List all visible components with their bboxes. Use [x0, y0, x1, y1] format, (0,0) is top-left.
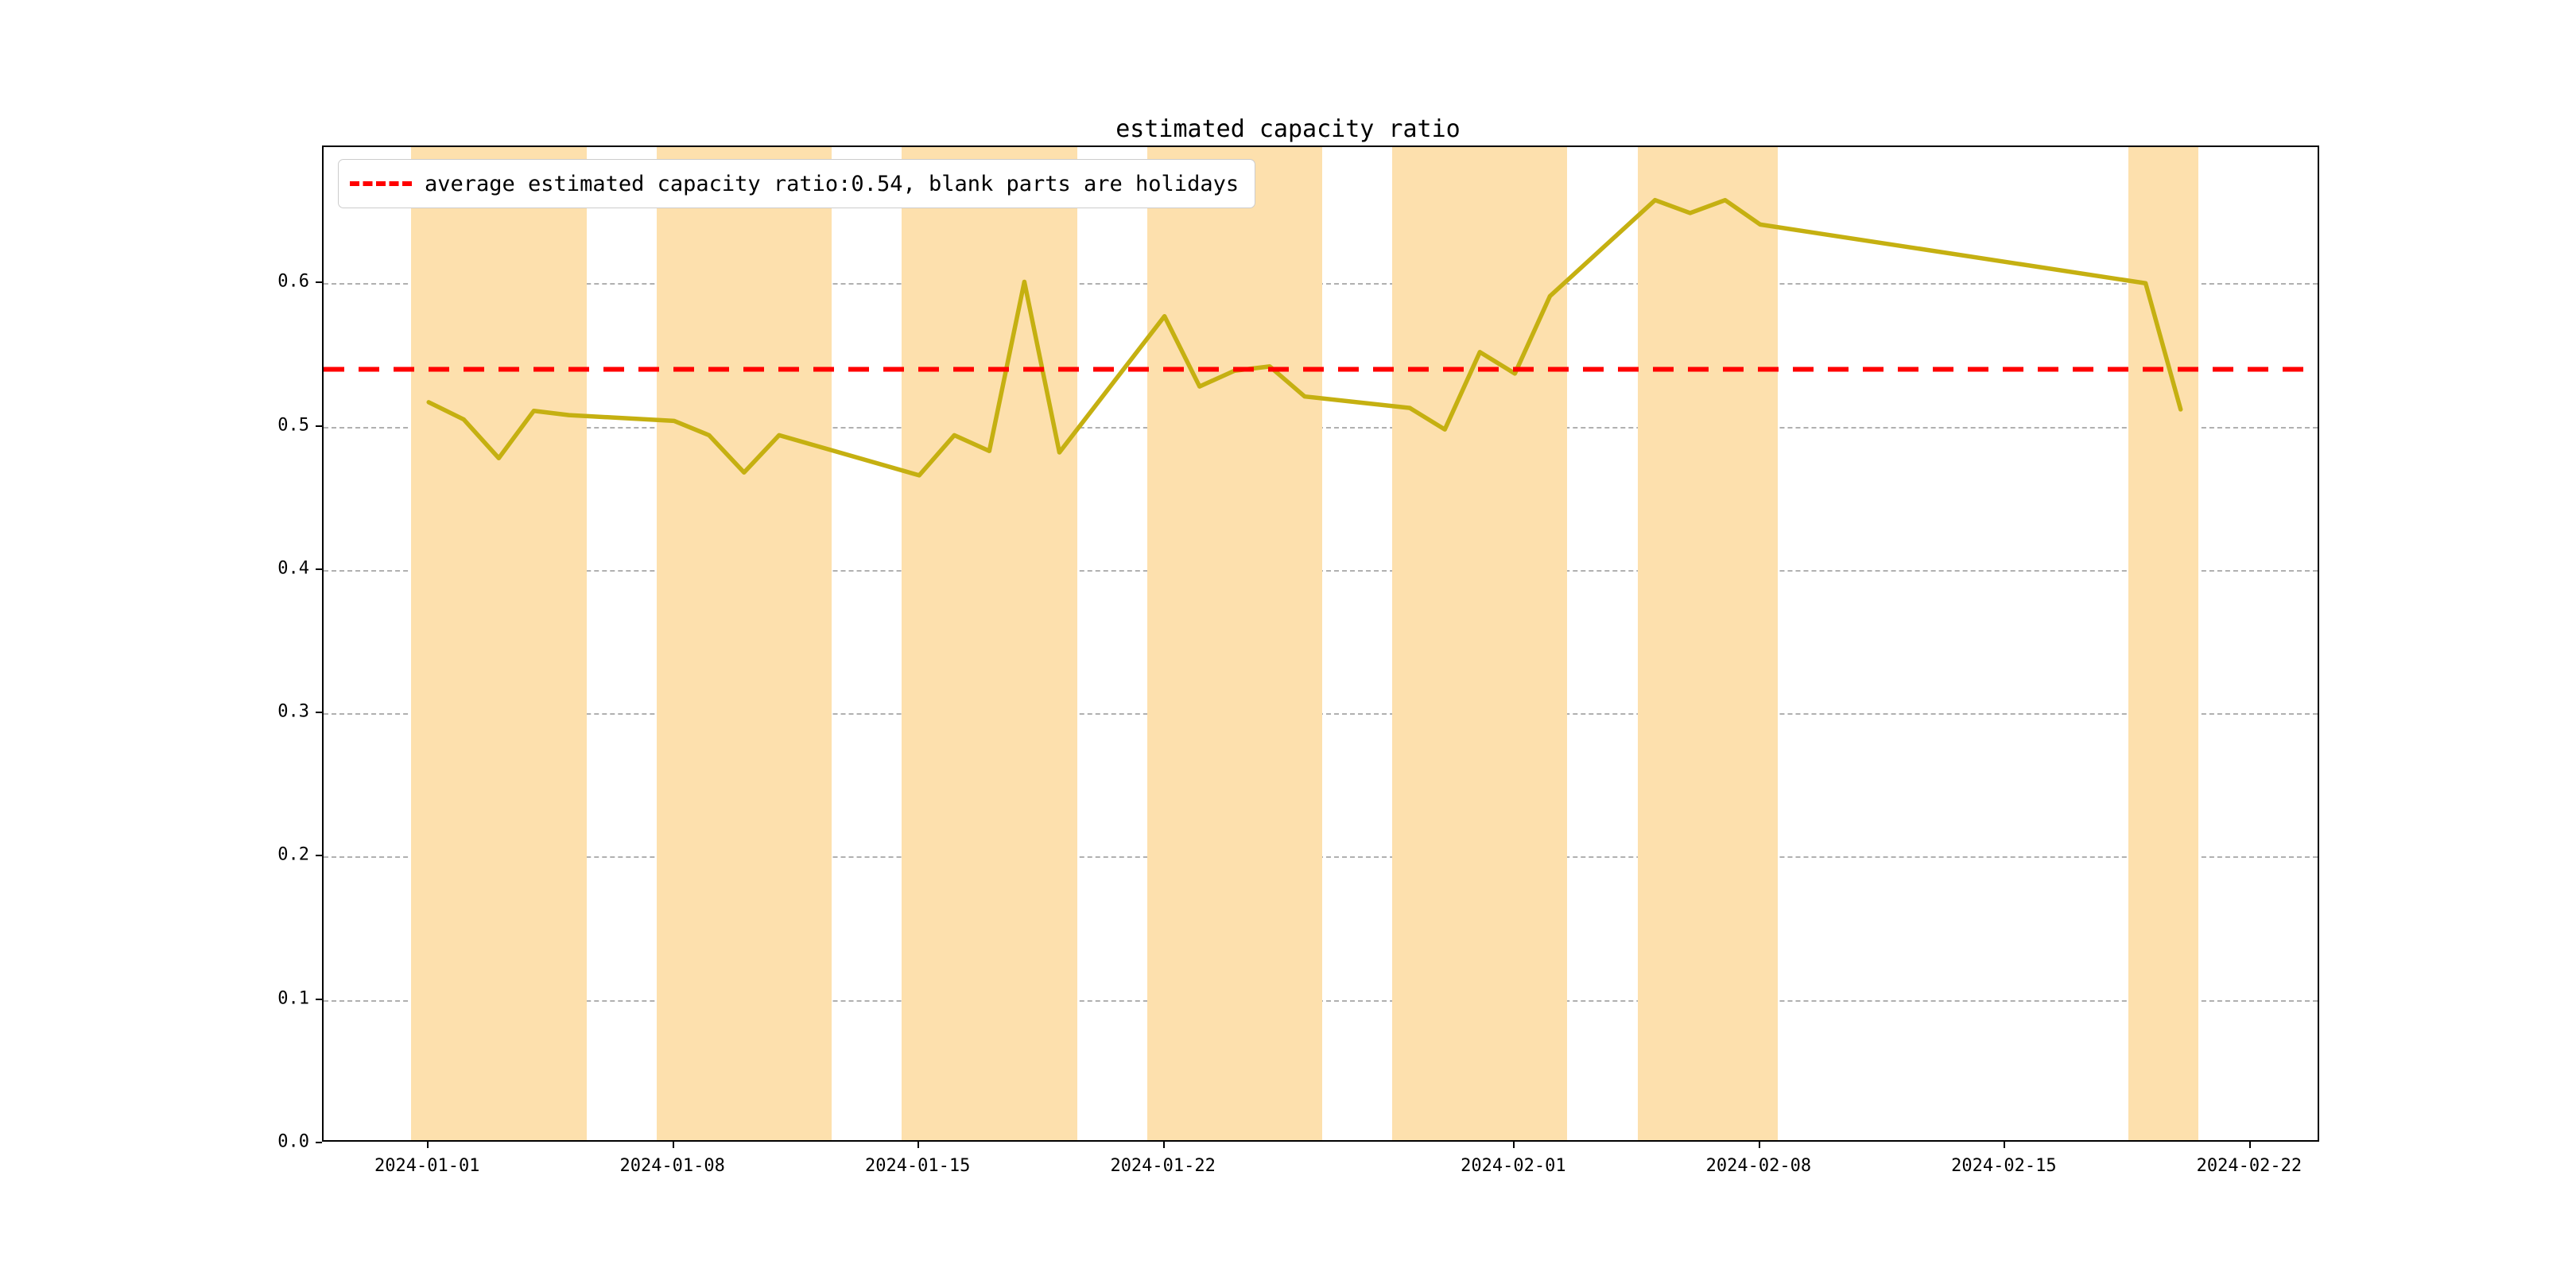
y-tick-mark: [316, 1142, 322, 1143]
x-tick-mark: [1162, 1142, 1165, 1148]
y-tick-mark: [316, 281, 322, 284]
legend-label: average estimated capacity ratio:0.54, b…: [425, 171, 1240, 196]
day-value-bar: [1146, 312, 1182, 1140]
day-value-bar: [972, 448, 1007, 1140]
x-tick-mark: [427, 1142, 429, 1148]
x-tick-mark: [1513, 1142, 1515, 1148]
day-value-bar: [1707, 196, 1743, 1140]
y-tick-label: 0.0: [277, 1131, 309, 1152]
y-tick-label: 0.2: [277, 844, 309, 865]
day-value-bar: [691, 432, 727, 1140]
x-tick-label: 2024-01-15: [864, 1156, 971, 1176]
day-value-bar: [726, 469, 762, 1140]
chart-title: estimated capacity ratio: [1115, 115, 1461, 143]
x-tick-label: 2024-02-22: [2196, 1156, 2302, 1176]
y-tick-label: 0.6: [277, 271, 309, 292]
legend-dashed-line-icon: [350, 181, 412, 186]
day-value-bar: [1532, 293, 1568, 1140]
x-tick-label: 2024-02-01: [1461, 1156, 1566, 1176]
x-tick-label: 2024-01-22: [1110, 1156, 1216, 1176]
legend-box: average estimated capacity ratio:0.54, b…: [338, 159, 1256, 208]
day-value-bar: [1497, 370, 1533, 1140]
day-value-bar: [1286, 393, 1322, 1140]
x-tick-label: 2024-02-08: [1705, 1156, 1812, 1176]
day-value-bar: [1392, 405, 1428, 1140]
x-tick-mark: [672, 1142, 674, 1148]
capacity-ratio-line: [426, 197, 2183, 478]
day-value-bar: [2163, 405, 2198, 1140]
day-value-bar: [551, 412, 587, 1140]
day-value-bar: [516, 407, 552, 1140]
y-tick-mark: [316, 855, 322, 857]
day-value-bar: [796, 442, 832, 1140]
x-tick-mark: [1758, 1142, 1760, 1148]
y-tick-mark: [316, 998, 322, 1000]
day-value-bar: [1427, 426, 1463, 1140]
day-value-bar: [1181, 383, 1217, 1140]
day-value-bar: [1637, 196, 1673, 1140]
day-value-bar: [446, 416, 482, 1140]
x-tick-label: 2024-01-08: [619, 1156, 725, 1176]
average-line: [324, 367, 2318, 372]
y-tick-mark: [316, 425, 322, 427]
x-tick-label: 2024-02-15: [1951, 1156, 2057, 1176]
day-value-bar: [902, 471, 937, 1140]
day-value-bar: [481, 455, 517, 1140]
y-tick-label: 0.5: [277, 415, 309, 436]
day-value-bar: [1007, 278, 1042, 1140]
y-tick-label: 0.4: [277, 558, 309, 579]
day-value-bar: [1042, 449, 1077, 1140]
x-tick-mark: [2248, 1142, 2251, 1148]
day-value-bar: [1672, 209, 1708, 1140]
day-value-bar: [761, 432, 797, 1140]
y-tick-label: 0.3: [277, 701, 309, 722]
day-value-bar: [1251, 363, 1287, 1140]
day-value-bar: [2128, 280, 2163, 1140]
y-tick-mark: [316, 568, 322, 570]
x-tick-label: 2024-01-01: [374, 1156, 480, 1176]
day-value-bar: [1216, 367, 1252, 1140]
y-tick-label: 0.1: [277, 988, 309, 1009]
day-value-bar: [1742, 221, 1778, 1140]
day-value-bar: [656, 417, 692, 1140]
y-tick-mark: [316, 712, 322, 714]
day-value-bar: [411, 398, 447, 1140]
x-tick-mark: [2004, 1142, 2006, 1148]
day-value-bar: [937, 432, 972, 1140]
plot-inner: [324, 147, 2318, 1140]
day-value-bar: [1462, 348, 1498, 1140]
plot-area: [322, 145, 2319, 1142]
x-tick-mark: [918, 1142, 920, 1148]
